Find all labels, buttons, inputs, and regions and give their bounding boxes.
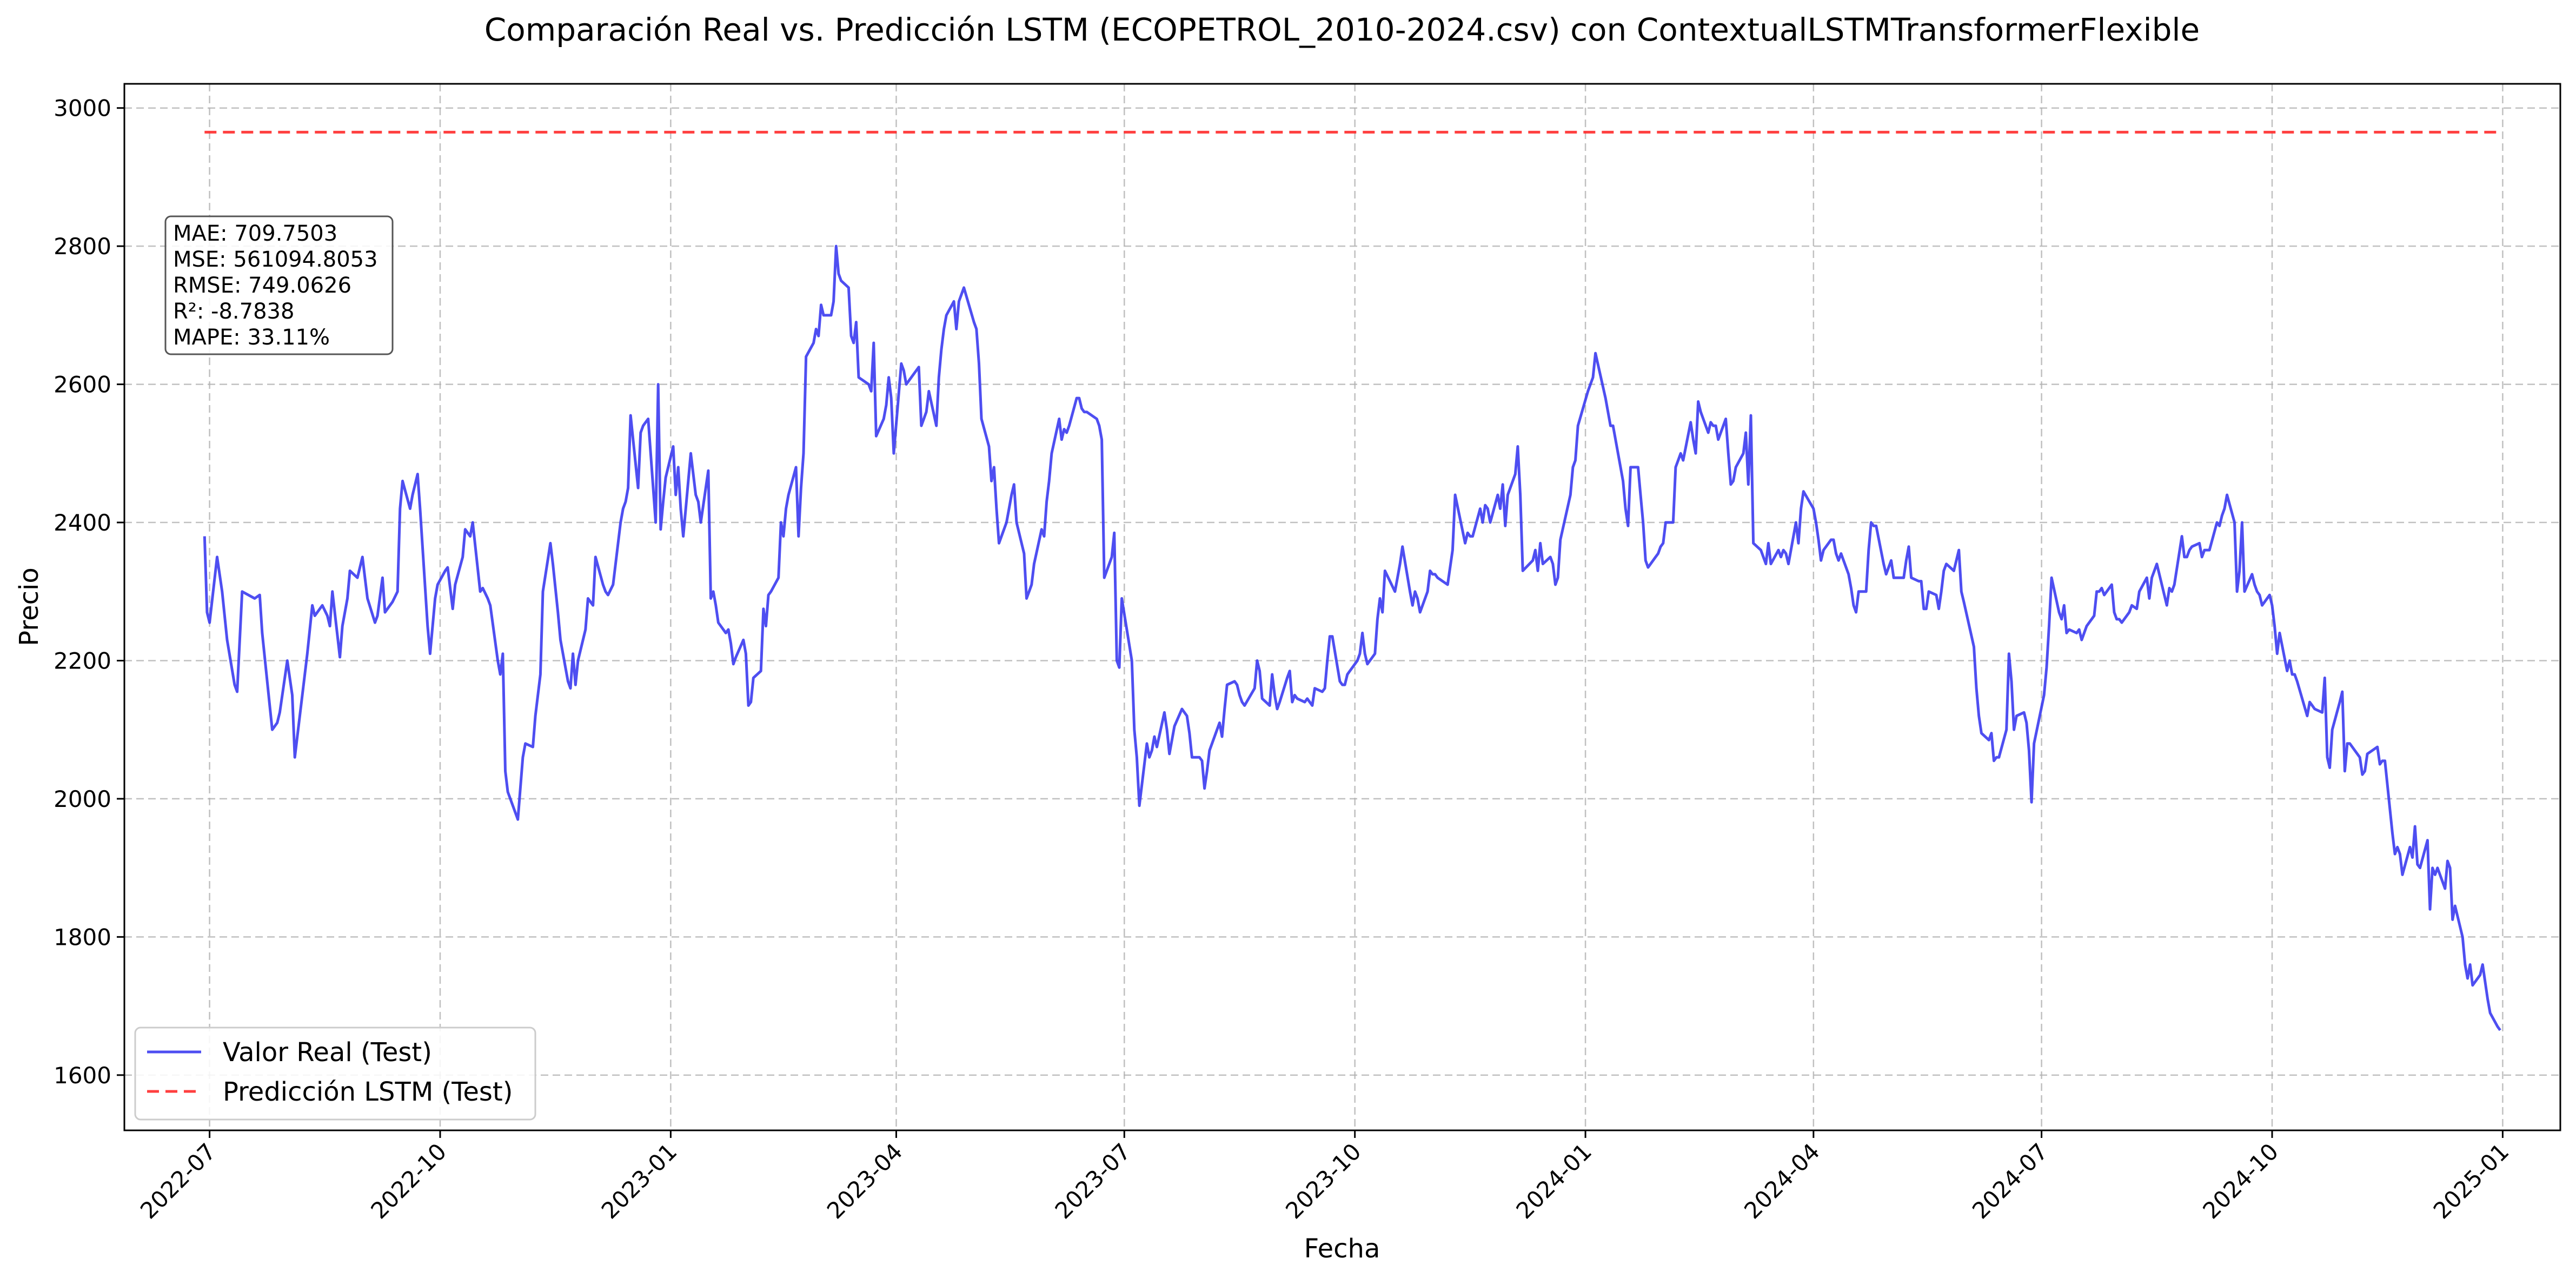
metric-mae: MAE: 709.7503 [173,221,337,246]
x-tick-label: 2022-10 [366,1138,452,1224]
legend-label-real: Valor Real (Test) [223,1037,432,1068]
series-layer [203,130,2501,1031]
x-axis-title: Fecha [1304,1234,1380,1264]
x-tick-label: 2022-07 [135,1138,221,1224]
y-tick-label: 1600 [54,1062,111,1089]
y-tick-label: 2400 [54,509,111,536]
metrics-box-frame [164,215,394,355]
legend-label-prediction: Predicción LSTM (Test) [223,1077,513,1107]
legend-frame [134,1027,536,1121]
x-tick-label: 2024-04 [1739,1138,1825,1224]
y-tick-label: 3000 [54,95,111,122]
x-tick-label: 2023-10 [1280,1138,1366,1224]
y-tick-label: 2600 [54,372,111,398]
chart-title: Comparación Real vs. Predicción LSTM (EC… [484,11,2200,48]
series-line-real [203,244,2501,1031]
metric-mse: MSE: 561094.8053 [173,247,378,272]
x-tick-label: 2023-07 [1050,1138,1136,1224]
y-tick-label: 2800 [54,233,111,260]
metrics-box: MAE: 709.7503 MSE: 561094.8053 RMSE: 749… [164,215,394,355]
x-tick-label: 2023-04 [822,1138,908,1224]
y-tick-label: 2200 [54,647,111,674]
metric-rmse: RMSE: 749.0626 [173,273,351,298]
x-tick-label: 2024-10 [2197,1138,2283,1224]
metric-mape: MAPE: 33.11% [173,325,330,350]
y-tick-label: 2000 [54,786,111,812]
x-tick-label: 2023-01 [596,1138,682,1224]
x-tick-label: 2024-07 [1967,1138,2053,1224]
plot-frame [123,83,2561,1131]
metric-r2: R²: -8.7838 [173,299,294,324]
grid [124,84,2560,1130]
legend: Valor Real (Test) Predicción LSTM (Test) [134,1027,536,1121]
x-tick-label: 2024-01 [1511,1138,1597,1224]
y-axis-title: Precio [14,567,44,646]
y-tick-label: 1800 [54,924,111,950]
x-tick-label: 2025-01 [2428,1138,2514,1224]
